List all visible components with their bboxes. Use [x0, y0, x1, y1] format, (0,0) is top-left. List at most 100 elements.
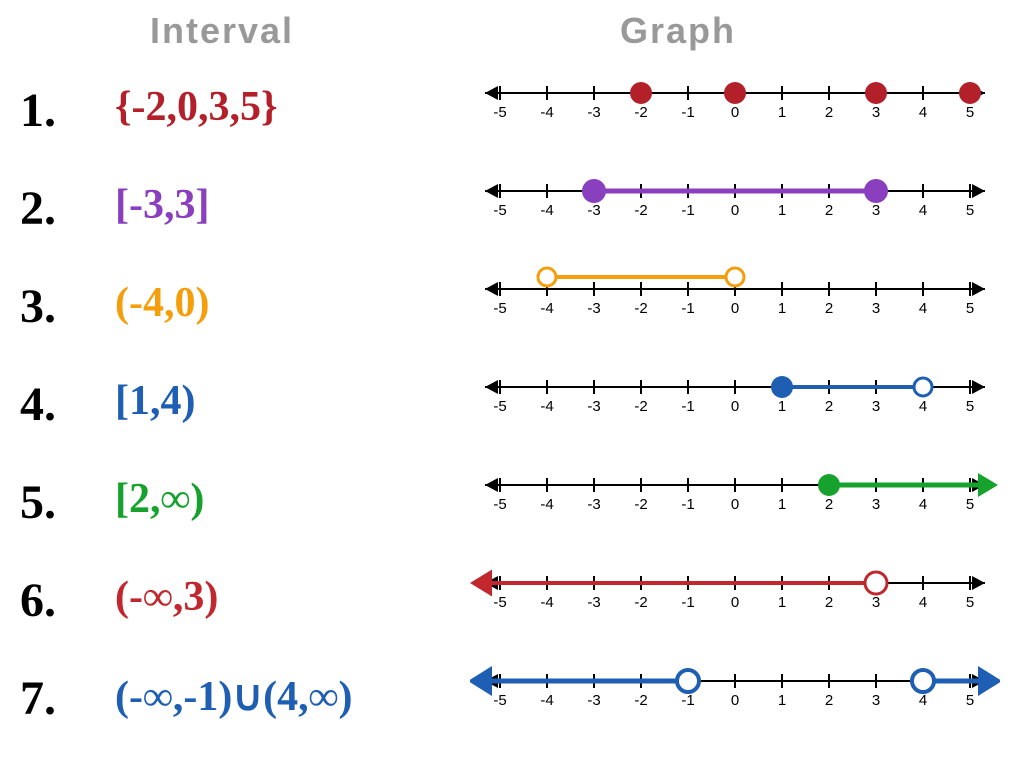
svg-text:-1: -1: [681, 104, 694, 121]
row-number: 5.: [20, 475, 56, 530]
svg-text:-1: -1: [681, 692, 694, 709]
number-line: -5-4-3-2-1012345: [470, 653, 1000, 733]
svg-text:5: 5: [966, 104, 974, 121]
svg-text:1: 1: [778, 496, 786, 513]
svg-text:-2: -2: [634, 692, 647, 709]
svg-text:4: 4: [919, 398, 927, 415]
svg-text:2: 2: [825, 202, 833, 219]
row: 3.(-4,0) -5-4-3-2-1012345: [0, 261, 1024, 356]
number-line: -5 -4 -3 -2 -1 0 1 2 3 4 5: [470, 65, 1000, 145]
svg-text:3: 3: [872, 104, 880, 121]
row-number: 4.: [20, 377, 56, 432]
svg-text:0: 0: [731, 496, 739, 513]
svg-text:1: 1: [778, 300, 786, 317]
svg-text:3: 3: [872, 202, 880, 219]
number-line: -5 -4 -3 -2 -1 0 1 2 3 4 5: [470, 555, 1000, 635]
svg-text:3: 3: [872, 594, 880, 611]
svg-text:-5: -5: [493, 594, 506, 611]
svg-text:-2: -2: [634, 496, 647, 513]
svg-text:4: 4: [919, 692, 927, 709]
svg-text:4: 4: [919, 104, 927, 121]
svg-text:-4: -4: [540, 202, 553, 219]
row: 2.[-3,3] -5-4-3-2-1012345: [0, 163, 1024, 258]
svg-text:-3: -3: [587, 300, 600, 317]
svg-text:4: 4: [919, 202, 927, 219]
row-number: 3.: [20, 279, 56, 334]
svg-text:-3: -3: [587, 202, 600, 219]
row: 7.(-∞,-1)∪(4,∞) -5-4-3-2-1012345: [0, 653, 1024, 748]
svg-text:-1: -1: [681, 300, 694, 317]
svg-text:-2: -2: [634, 202, 647, 219]
row: 6. (-∞,3) -5 -4 -3 -2 -1 0 1 2 3 4 5: [0, 555, 1024, 650]
svg-text:0: 0: [731, 692, 739, 709]
svg-text:-4: -4: [540, 594, 553, 611]
number-line: -5-4-3-2-1012345: [470, 359, 1000, 439]
svg-text:1: 1: [778, 104, 786, 121]
svg-text:1: 1: [778, 398, 786, 415]
svg-text:-1: -1: [681, 594, 694, 611]
svg-text:0: 0: [731, 202, 739, 219]
number-line: -5 -4 -3 -2 -1 0 1 2 3 4 5: [470, 163, 1000, 243]
svg-text:-4: -4: [540, 398, 553, 415]
row-number: 6.: [20, 573, 56, 628]
svg-text:-3: -3: [587, 594, 600, 611]
row: 4.[1,4) -5-4-3-2-1012345: [0, 359, 1024, 454]
svg-text:-1: -1: [681, 398, 694, 415]
interval-notation: {-2,0,3,5}: [115, 83, 278, 131]
svg-text:2: 2: [825, 104, 833, 121]
svg-text:1: 1: [778, 202, 786, 219]
svg-text:-4: -4: [540, 300, 553, 317]
svg-text:-2: -2: [634, 398, 647, 415]
svg-text:-4: -4: [540, 692, 553, 709]
svg-text:0: 0: [731, 300, 739, 317]
svg-text:4: 4: [919, 496, 927, 513]
svg-text:5: 5: [966, 202, 974, 219]
svg-text:-2: -2: [634, 594, 647, 611]
number-line: -5-4-3-2-1012345: [470, 261, 1000, 341]
interval-notation: (-∞,-1)∪(4,∞): [115, 671, 353, 721]
svg-text:-1: -1: [681, 202, 694, 219]
interval-notation: [2,∞): [115, 475, 204, 523]
interval-notation: [1,4): [115, 377, 195, 425]
interval-notation: (-∞,3): [115, 573, 218, 621]
svg-text:3: 3: [872, 496, 880, 513]
svg-text:-5: -5: [493, 104, 506, 121]
svg-text:-5: -5: [493, 692, 506, 709]
svg-text:-4: -4: [540, 496, 553, 513]
row: 5.[2,∞) -5-4-3-2-1012345: [0, 457, 1024, 552]
svg-text:2: 2: [825, 496, 833, 513]
svg-text:3: 3: [872, 692, 880, 709]
svg-text:1: 1: [778, 594, 786, 611]
row-number: 1.: [20, 83, 56, 138]
interval-notation: (-4,0): [115, 279, 209, 327]
svg-text:0: 0: [731, 594, 739, 611]
row-number: 2.: [20, 181, 56, 236]
svg-text:-3: -3: [587, 104, 600, 121]
graph-header: Graph: [620, 10, 736, 52]
svg-text:0: 0: [731, 398, 739, 415]
svg-text:4: 4: [919, 594, 927, 611]
svg-text:5: 5: [966, 496, 974, 513]
svg-text:2: 2: [825, 594, 833, 611]
svg-text:1: 1: [778, 692, 786, 709]
row-number: 7.: [20, 671, 56, 726]
svg-text:2: 2: [825, 300, 833, 317]
svg-text:4: 4: [919, 300, 927, 317]
svg-text:-4: -4: [540, 104, 553, 121]
svg-text:-5: -5: [493, 202, 506, 219]
svg-text:3: 3: [872, 300, 880, 317]
svg-text:0: 0: [731, 104, 739, 121]
interval-header: Interval: [150, 10, 294, 52]
svg-text:5: 5: [966, 594, 974, 611]
svg-text:2: 2: [825, 398, 833, 415]
number-line: -5-4-3-2-1012345: [470, 457, 1000, 537]
svg-text:5: 5: [966, 300, 974, 317]
svg-text:-2: -2: [634, 104, 647, 121]
svg-text:2: 2: [825, 692, 833, 709]
svg-text:-3: -3: [587, 496, 600, 513]
svg-text:-5: -5: [493, 300, 506, 317]
svg-text:-3: -3: [587, 398, 600, 415]
svg-text:-5: -5: [493, 398, 506, 415]
svg-text:-1: -1: [681, 496, 694, 513]
svg-text:3: 3: [872, 398, 880, 415]
